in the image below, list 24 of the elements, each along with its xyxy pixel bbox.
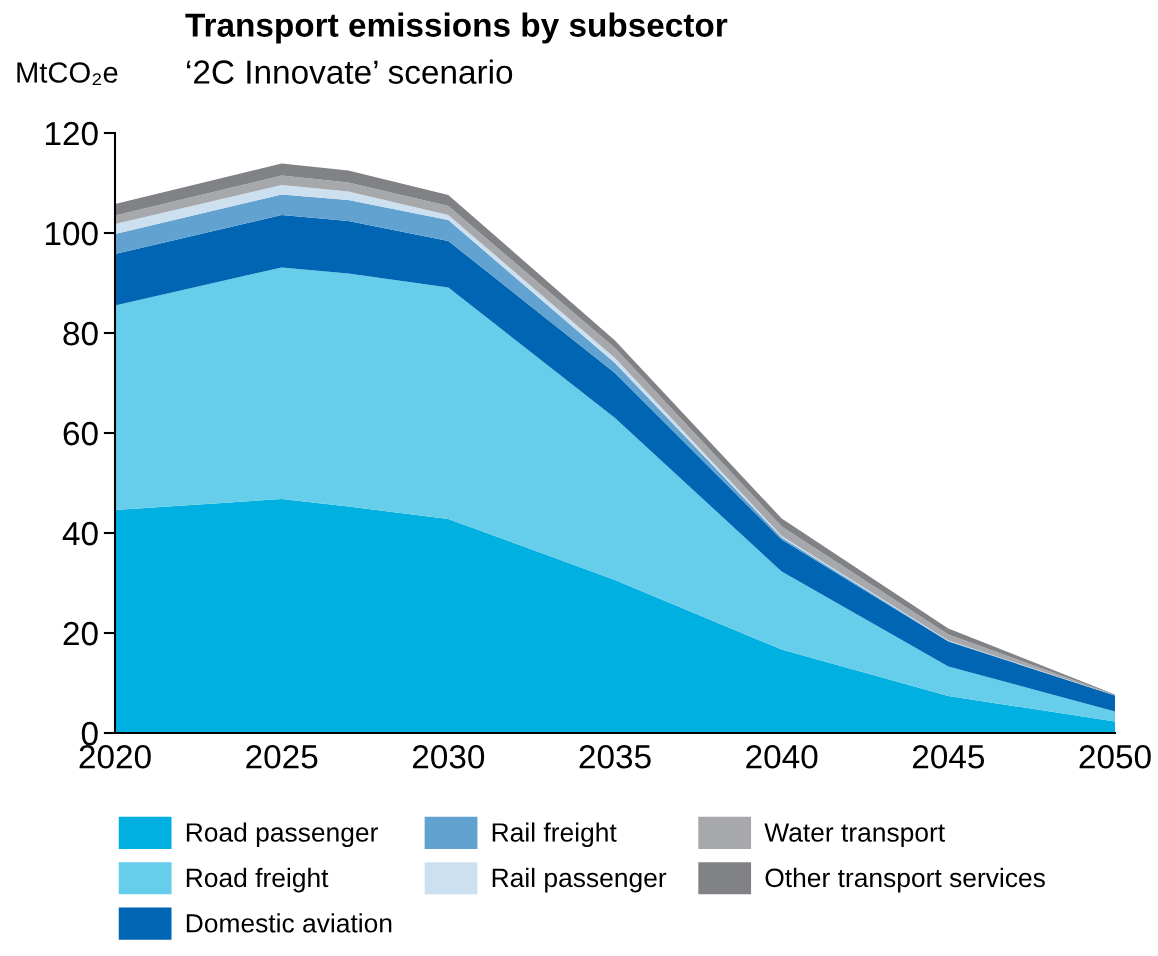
x-tick-label: 2045 — [912, 744, 985, 769]
legend-label: Other transport services — [765, 867, 1045, 893]
y-tick-label: 100 — [45, 221, 98, 246]
y-tick-label: 40 — [62, 521, 98, 546]
y-tick-label: 60 — [63, 421, 98, 446]
legend-label: Domestic aviation — [186, 913, 392, 933]
x-tick-label: 2030 — [412, 744, 485, 769]
y-axis-title: MtCO₂e — [17, 62, 118, 86]
y-tick-label: 0 — [81, 721, 98, 746]
legend-label: Rail freight — [492, 822, 617, 848]
x-tick-label: 2035 — [579, 744, 651, 769]
chart-title: Transport emissions by subsector — [185, 12, 728, 44]
y-tick-label: 20 — [63, 621, 98, 646]
y-tick-label: 80 — [63, 321, 98, 346]
x-tick-label: 2025 — [246, 744, 318, 769]
legend-label: Road passenger — [186, 822, 378, 848]
legend-label: Rail passenger — [492, 867, 667, 893]
legend-label: Road freight — [186, 867, 329, 893]
x-tick-label: 2040 — [746, 744, 818, 769]
legend-label: Water transport — [764, 823, 945, 848]
chart-subtitle: ‘2C Innovate’ scenario — [187, 59, 513, 84]
x-tick-label: 2020 — [79, 744, 151, 769]
y-tick-label: 120 — [45, 121, 98, 146]
x-tick-label: 2050 — [1079, 744, 1151, 769]
